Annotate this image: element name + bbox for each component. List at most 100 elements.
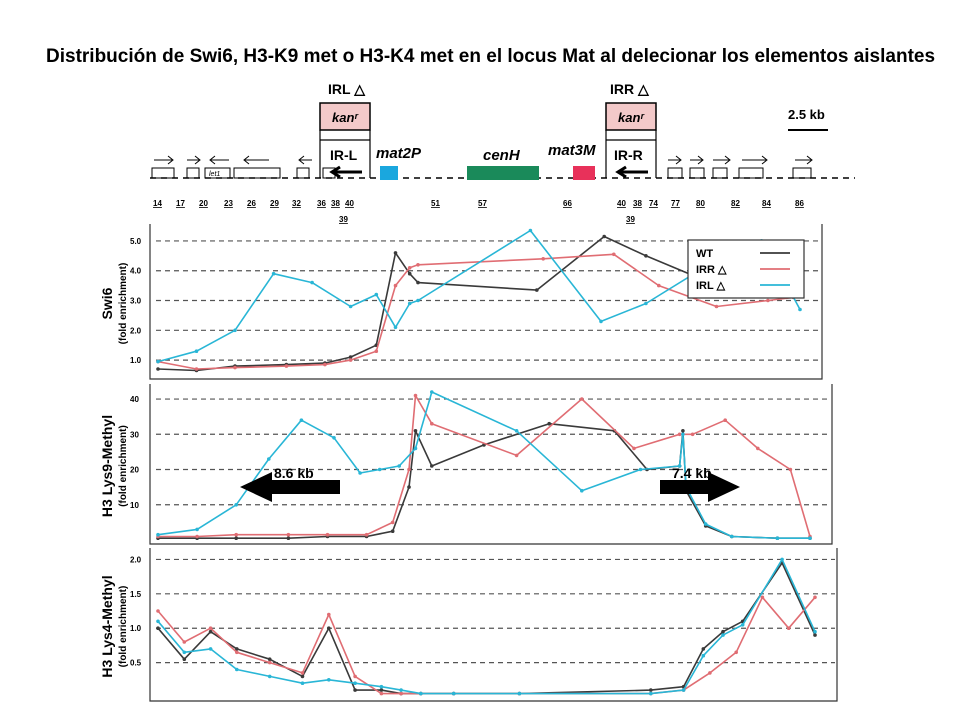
locus-map: 2.5 kb let1 IRL △ kanʳ IR-L mat2P — [150, 81, 855, 224]
data-point — [813, 633, 817, 637]
data-point — [407, 485, 411, 489]
cenH-label: cenH — [483, 147, 521, 164]
data-point — [327, 626, 331, 630]
spread-arrows: 8.6 kb 7.4 kb — [240, 465, 740, 502]
data-point — [677, 432, 682, 437]
data-point — [528, 228, 533, 233]
data-point — [681, 688, 686, 692]
data-point — [358, 471, 362, 475]
data-point — [708, 671, 712, 675]
data-point — [267, 660, 272, 665]
data-point — [156, 359, 160, 364]
data-point — [194, 367, 199, 371]
position-label: 40 — [617, 199, 626, 208]
position-label: 57 — [478, 199, 487, 208]
data-point — [208, 629, 213, 634]
data-point — [416, 280, 420, 285]
data-point — [740, 623, 745, 627]
y-tick-label: 2.0 — [130, 326, 142, 335]
data-point — [430, 464, 434, 468]
data-point — [681, 432, 685, 437]
position-label: 80 — [696, 199, 705, 208]
position-label: 82 — [731, 199, 740, 208]
data-point — [374, 349, 379, 354]
irr-delta-label: IRR △ — [610, 81, 650, 97]
data-point — [517, 691, 522, 696]
data-point — [723, 418, 727, 423]
data-point — [182, 657, 187, 661]
data-point — [638, 467, 643, 472]
data-point — [233, 328, 237, 333]
data-point — [547, 421, 551, 426]
data-point — [632, 446, 636, 451]
data-point — [721, 633, 725, 637]
slide-title: Distribución de Swi6, H3-K9 met o H3-K4 … — [46, 46, 936, 67]
data-point — [156, 609, 160, 613]
data-point — [235, 667, 239, 672]
data-point — [364, 532, 369, 537]
data-point — [325, 532, 330, 537]
position-label: 38 — [633, 199, 642, 208]
position-label: 51 — [431, 199, 440, 208]
data-point — [813, 629, 817, 634]
y-tick-label: 1.0 — [130, 356, 142, 365]
position-label: 29 — [270, 199, 279, 208]
data-point — [195, 527, 199, 532]
data-point — [379, 684, 384, 689]
position-label: 66 — [563, 199, 572, 208]
mat2P-box — [380, 166, 398, 180]
data-point — [644, 254, 648, 258]
legend: WT IRR △ IRL △ — [687, 239, 805, 299]
position-label: 32 — [292, 199, 301, 208]
data-point — [788, 467, 793, 472]
data-point — [677, 464, 682, 468]
position-label: 26 — [247, 199, 256, 208]
data-point — [267, 674, 272, 679]
y-tick-label: 40 — [130, 395, 139, 404]
data-point — [703, 522, 708, 526]
data-point — [775, 536, 780, 540]
data-point — [235, 647, 239, 651]
gene-boxes-left — [151, 155, 336, 179]
data-point — [271, 271, 276, 276]
data-point — [233, 365, 237, 370]
data-point — [234, 536, 238, 540]
data-point — [353, 688, 357, 692]
y-axis-sublabel: (fold enrichment) — [118, 425, 129, 507]
data-point — [156, 626, 160, 630]
swi6-panel: 1.0 2.0 3.0 4.0 5.0 Swi6 (fold enrichment) WT IR… — [99, 224, 823, 380]
y-tick-label: 0.5 — [130, 659, 142, 668]
data-point — [541, 257, 545, 261]
position-label: 14 — [153, 199, 162, 208]
y-axis-label: H3 Lys9-Methyl — [99, 415, 115, 517]
h3k4-panel: 0.5 1.0 1.5 2.0 H3 Lys4-Methyl (fold enrichme… — [99, 548, 838, 702]
data-point — [156, 367, 160, 371]
data-point — [730, 534, 734, 539]
data-point — [379, 691, 384, 696]
data-point — [407, 467, 411, 472]
data-point — [195, 534, 199, 539]
right-spread-arrow — [660, 472, 740, 502]
data-point — [267, 657, 272, 661]
y-axis-label: Swi6 — [99, 287, 115, 319]
ir-r-arrow — [615, 165, 648, 179]
mat2P-label: mat2P — [376, 145, 422, 162]
data-point — [235, 650, 239, 655]
data-point — [393, 283, 398, 288]
position-label: 39 — [626, 215, 635, 224]
y-tick-label: 4.0 — [130, 267, 142, 276]
data-point — [430, 390, 434, 394]
data-point — [310, 280, 314, 285]
data-point — [156, 532, 160, 537]
data-point — [300, 674, 305, 679]
data-point — [234, 532, 238, 537]
data-point — [701, 647, 706, 651]
data-point — [612, 252, 616, 257]
data-point — [514, 453, 519, 458]
data-point — [580, 397, 584, 401]
legend-label: IRR △ — [696, 264, 727, 276]
data-point — [353, 674, 357, 679]
legend-label: WT — [696, 248, 713, 260]
y-tick-label: 10 — [130, 501, 139, 510]
